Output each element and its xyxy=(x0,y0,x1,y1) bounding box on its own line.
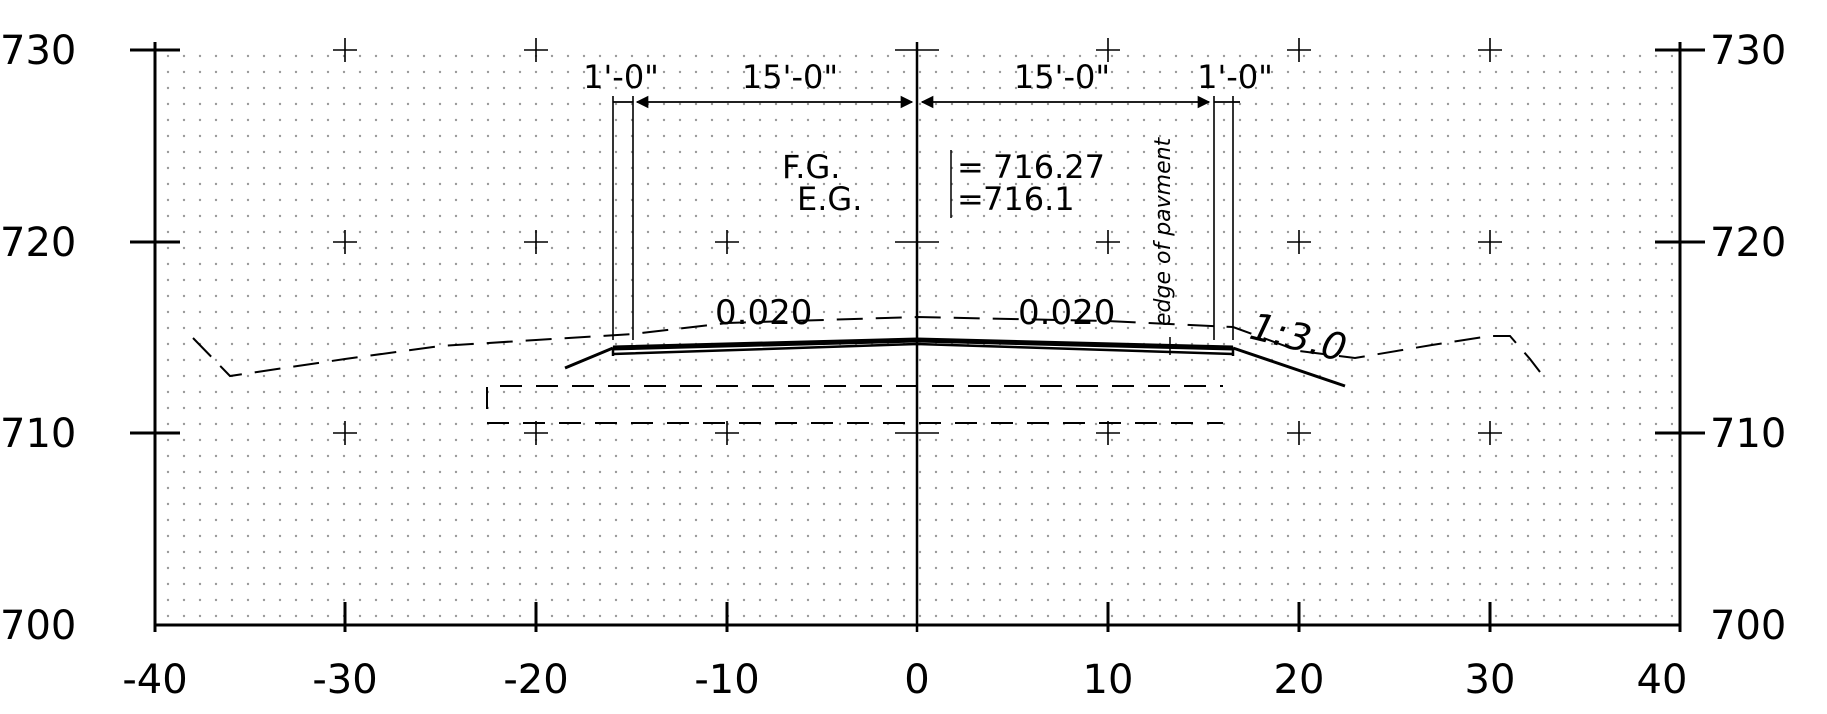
existing-ground-value: 716.1 xyxy=(983,180,1075,218)
grid-crosses xyxy=(333,38,1502,445)
y-tick-label: 720 xyxy=(1710,220,1786,266)
finished-grade-equals: = xyxy=(957,148,984,186)
edge-of-pavement-note: edge of pavment xyxy=(1151,136,1176,326)
x-tick-label: 10 xyxy=(1083,657,1134,703)
y-tick-label: 730 xyxy=(0,28,76,74)
dimension-labels: 1'-0" 15'-0" 15'-0" 1'-0" xyxy=(583,58,1273,96)
elevation-labels: F.G. = 716.27 E.G. = 716.1 xyxy=(782,148,1105,218)
y-tick-label: 700 xyxy=(1710,603,1786,649)
x-tick-label: -30 xyxy=(312,657,377,703)
existing-ground xyxy=(192,315,1541,378)
right-lane-dimension: 15'-0" xyxy=(1014,58,1110,96)
side-slopes xyxy=(564,346,1346,388)
x-tick-label: 0 xyxy=(904,657,929,703)
finished-grade-value: 716.27 xyxy=(993,148,1105,186)
x-tick-label: -10 xyxy=(694,657,759,703)
left-lane-dimension: 15'-0" xyxy=(742,58,838,96)
cross-slope-labels: 0.020 0.020 xyxy=(715,293,1115,333)
utility-box xyxy=(486,385,1223,424)
finished-grade-label: F.G. xyxy=(782,148,840,186)
x-tick-label: 20 xyxy=(1274,657,1325,703)
existing-ground-equals: = xyxy=(957,180,984,218)
left-shoulder-dimension: 1'-0" xyxy=(583,58,659,96)
x-tick-label: 30 xyxy=(1465,657,1516,703)
existing-ground-label: E.G. xyxy=(797,180,862,218)
y-tick-label: 710 xyxy=(1710,411,1786,457)
plot-area xyxy=(155,50,1673,625)
y-tick-label: 720 xyxy=(0,220,76,266)
x-tick-label: 40 xyxy=(1637,657,1688,703)
dimension-extension-lines xyxy=(612,96,1234,340)
y-tick-label: 700 xyxy=(0,603,76,649)
y-tick-marks xyxy=(130,48,1705,435)
y-axis-labels-left: 730 720 710 700 xyxy=(0,28,76,649)
y-axis-labels-right: 730 720 710 700 xyxy=(1710,28,1786,649)
left-cross-slope: 0.020 xyxy=(715,293,812,333)
x-tick-marks xyxy=(343,602,1492,632)
y-tick-label: 710 xyxy=(0,411,76,457)
right-shoulder-dimension: 1'-0" xyxy=(1197,58,1273,96)
y-tick-label: 730 xyxy=(1710,28,1786,74)
x-tick-label: -20 xyxy=(503,657,568,703)
x-tick-label: -40 xyxy=(122,657,187,703)
right-cross-slope: 0.020 xyxy=(1018,293,1115,333)
x-axis-labels: -40 -30 -20 -10 0 10 20 30 40 xyxy=(122,657,1687,703)
